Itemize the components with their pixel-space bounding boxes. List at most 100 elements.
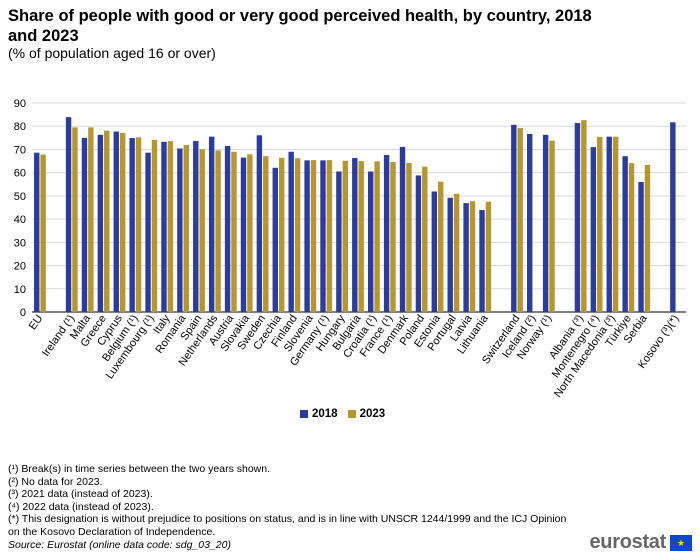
footnote: (*) This designation is without prejudic… [8,513,567,538]
legend-swatch-2023 [347,410,356,418]
bar-2023 [278,157,285,312]
footnote: (³) 2021 data (instead of 2023). [8,488,153,501]
bar-2023 [310,160,317,312]
bar-2023 [151,139,158,312]
bar-2018 [670,122,676,312]
bar-2023 [263,156,269,312]
bar-2023 [581,120,587,312]
bar-2023 [40,154,46,312]
bar-2023 [628,163,635,312]
bar-2023 [88,127,94,312]
bar-2018 [336,171,342,312]
bar-2018 [622,156,628,312]
bar-2018 [638,181,644,312]
legend-label-2023: 2023 [359,408,386,420]
bar-2018 [208,136,215,312]
legend-label-2018: 2018 [312,408,338,420]
bar-2018 [288,151,294,312]
bar-2023 [406,162,412,312]
legend-swatch-2018 [300,410,308,418]
bar-2023 [294,158,301,312]
footnotes: (¹) Break(s) in time series between the … [8,463,568,551]
legend-item-2018: 2018 [300,408,338,420]
bar-2023 [374,161,380,312]
bar-2018 [145,152,151,312]
bar-2023 [342,160,349,312]
y-tick-label: 70 [14,144,26,156]
bar-2023 [215,150,221,312]
eurostat-logo: eurostat ★ [589,531,692,554]
bar-2018 [113,131,119,312]
bar-2018 [34,152,40,312]
bar-2018 [256,135,263,312]
bar-2018 [431,191,438,312]
legend-item-2023: 2023 [347,408,386,420]
bar-2018 [574,122,581,313]
bar-2018 [272,167,278,312]
bar-2023 [247,154,253,312]
bar-2023 [485,201,492,312]
bar-2023 [358,161,364,312]
chart-title: Share of people with good or very good p… [8,7,592,45]
y-tick-label: 90 [14,98,26,110]
y-tick-label: 60 [14,168,26,180]
bar-2018 [590,147,597,312]
bar-2018 [352,158,358,312]
bar-2018 [463,203,469,312]
bar-2023 [644,165,651,312]
bar-2023 [326,160,333,312]
y-tick-label: 40 [14,214,26,226]
bar-2023 [231,151,237,312]
bar-2023 [167,141,174,312]
bar-2023 [597,136,603,312]
bar-2018 [447,197,453,312]
footnote: (¹) Break(s) in time series between the … [8,463,271,475]
bar-2018 [177,148,183,312]
bar-2018 [304,160,310,312]
bar-2018 [240,157,247,312]
eu-flag-icon: ★ [670,534,692,551]
bar-2023 [199,149,205,312]
x-tick-label: EU [27,313,46,332]
bar-2018 [527,133,533,312]
bar-2018 [415,175,422,312]
bar-2023 [438,181,444,312]
bar-2018 [81,137,88,312]
bar-2023 [517,128,523,312]
bar-2018 [606,136,612,312]
y-tick-label: 30 [14,237,26,249]
bar-2023 [72,127,78,312]
bar-2023 [453,193,460,312]
chart-subtitle: (% of population aged 16 or over) [8,45,216,61]
y-tick-label: 80 [14,121,26,133]
bar-2018 [399,146,406,312]
y-tick-label: 0 [20,307,26,319]
y-tick-label: 10 [14,284,26,296]
bar-2018 [479,210,485,312]
bar-2023 [390,161,396,312]
bar-2018 [511,124,517,312]
bar-2018 [193,141,199,312]
bar-2023 [549,140,555,312]
y-tick-label: 20 [14,261,26,273]
bar-2018 [161,141,167,312]
bar-2023 [104,130,110,312]
bar-2018 [383,155,390,312]
bar-2023 [422,166,428,312]
footnote: (⁴) 2022 data (instead of 2023). [8,500,154,513]
chart-legend: 2018 2023 [300,408,385,420]
bar-2023 [469,201,476,312]
bar-2018 [129,138,135,312]
bar-2023 [612,136,619,312]
bar-2023 [135,137,142,312]
bar-2018 [224,145,231,312]
bar-2018 [320,160,326,312]
bar-2018 [65,117,72,312]
bar-2023 [183,145,189,312]
footnote: (²) No data for 2023. [8,475,103,488]
source-note: Source: Eurostat (online data code: sdg_… [8,538,231,551]
bar-2018 [97,134,104,312]
logo-text: eurostat [589,531,666,553]
y-tick-label: 50 [14,191,26,203]
